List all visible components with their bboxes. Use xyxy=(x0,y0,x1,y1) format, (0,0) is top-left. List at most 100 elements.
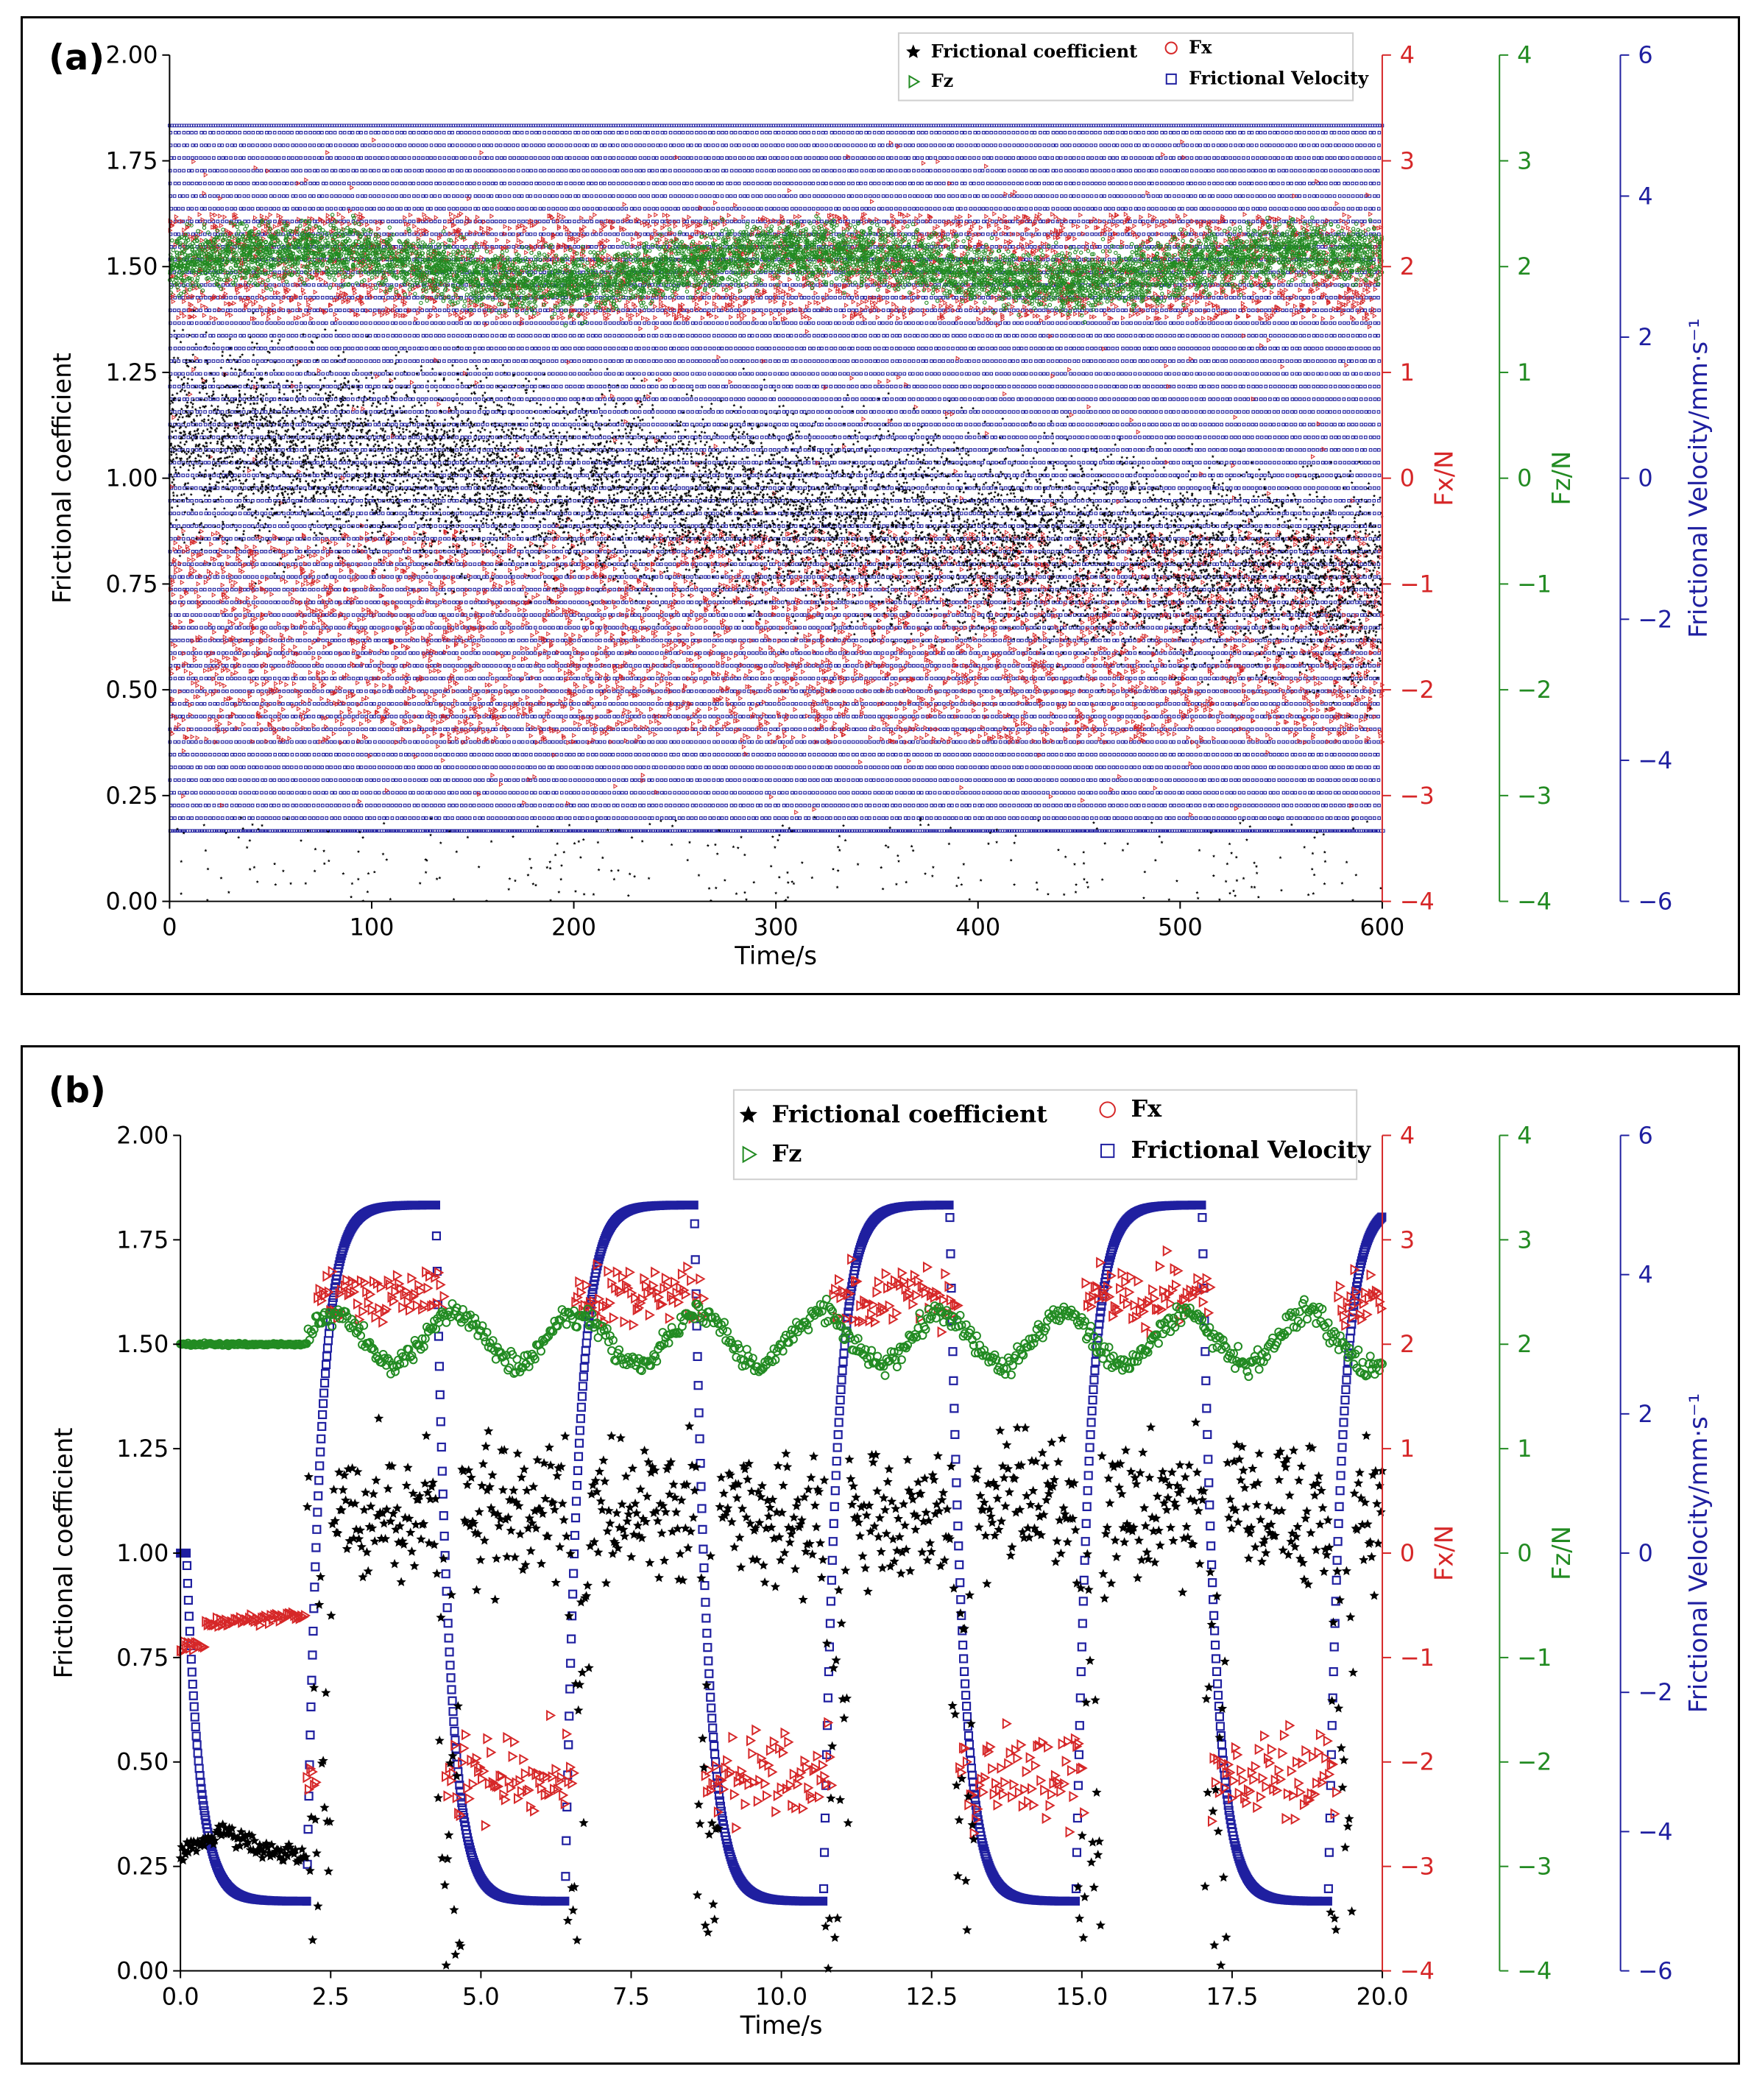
chart-b-panel-label: (b) xyxy=(49,1071,106,1111)
chart-a-vel-tick-label: −4 xyxy=(1638,746,1672,774)
chart-b-ylabel: Frictional coefficient xyxy=(49,1428,78,1679)
chart-b-xtick-label: 12.5 xyxy=(905,1982,958,2010)
chart-b-vel-tick-label: −2 xyxy=(1638,1678,1673,1706)
chart-b-ytick-label: 1.00 xyxy=(116,1539,169,1567)
chart-b-vel-tick-label: 4 xyxy=(1638,1261,1653,1289)
chart-b-fx-tick-label: −4 xyxy=(1400,1956,1435,1984)
chart-b-xtick-label: 7.5 xyxy=(612,1982,650,2010)
chart-a-ytick-label: 1.75 xyxy=(106,146,158,174)
chart-b-ytick-label: 0.25 xyxy=(116,1853,169,1881)
chart-b-fx-tick-label: −3 xyxy=(1400,1853,1435,1881)
chart-a-fx-label: Fx/N xyxy=(1429,450,1458,506)
chart-b-fx-tick-label: 4 xyxy=(1400,1121,1415,1149)
chart-a-legend: Frictional coefficient Fz Fx Frictional Vel… xyxy=(897,32,1369,102)
chart-b-fz-tick-label: −4 xyxy=(1517,1956,1552,1984)
chart-a-fz-tick-label: −2 xyxy=(1517,676,1552,704)
chart-a-fz-tick-label: 0 xyxy=(1517,464,1532,492)
chart-a-vel-tick-label: −2 xyxy=(1638,605,1672,633)
chart-b-vel-tick-label: −6 xyxy=(1638,1956,1673,1984)
chart-b-fz-label: Fz/N xyxy=(1547,1526,1576,1580)
chart-b-ytick-label: 1.25 xyxy=(116,1435,169,1463)
chart-a-xtick-label: 500 xyxy=(1158,913,1203,941)
chart-b-legend-label: Fx xyxy=(1131,1095,1163,1123)
chart-a-fx-tick-label: 1 xyxy=(1400,358,1415,386)
chart-a-fz-tick-label: −4 xyxy=(1517,888,1552,916)
chart-b-fz-tick-label: 1 xyxy=(1517,1435,1532,1463)
chart-a-series-velocity xyxy=(168,124,1385,833)
chart-a-vel-label: Frictional Velocity/mm·s⁻¹ xyxy=(1684,318,1713,637)
chart-b-fx-tick-label: 0 xyxy=(1400,1539,1415,1567)
chart-a-ytick-label: 1.50 xyxy=(106,252,158,280)
chart-b-vel-tick-label: −4 xyxy=(1638,1817,1673,1845)
chart-b-fx-tick-label: −1 xyxy=(1400,1644,1435,1672)
chart-b-legend-box xyxy=(732,1089,1358,1181)
chart-a-vel-tick-label: 6 xyxy=(1638,41,1652,69)
chart-a-fz-tick-label: 1 xyxy=(1517,358,1532,386)
chart-b-fz-tick-label: 4 xyxy=(1517,1121,1532,1149)
chart-a-fz-tick-label: −3 xyxy=(1517,782,1552,810)
chart-a-xtick-label: 600 xyxy=(1360,913,1405,941)
chart-a-fx-tick-label: −2 xyxy=(1400,676,1435,704)
chart-b-svg: (b)0.000.250.500.751.001.251.501.752.00F… xyxy=(49,1071,1713,2040)
chart-b-vel-tick-label: 6 xyxy=(1638,1121,1653,1149)
chart-a-fx-tick-label: 3 xyxy=(1400,146,1415,174)
chart-b-xtick-label: 2.5 xyxy=(312,1982,350,2010)
chart-a-fz-tick-label: 4 xyxy=(1517,41,1532,69)
chart-panel-a: (a) 0.00 0.25 0.50 0.75 1.00 1.25 1.50 1.75 2.00 F… xyxy=(21,16,1740,995)
chart-a-xtick-label: 300 xyxy=(754,913,799,941)
chart-b-xtick-label: 15.0 xyxy=(1055,1982,1108,2010)
chart-b-series-coefficient xyxy=(175,1413,1387,1973)
chart-b-xlabel: Time/s xyxy=(740,2011,823,2040)
chart-a-fx-tick-label: 0 xyxy=(1400,464,1415,492)
chart-b-ytick-label: 0.75 xyxy=(116,1644,169,1672)
chart-a-series-fx xyxy=(168,137,1385,818)
chart-b-fz-tick-label: −2 xyxy=(1517,1748,1552,1776)
chart-a-legend-marker xyxy=(1165,73,1177,85)
chart-a-fx-tick-label: 4 xyxy=(1400,41,1415,69)
chart-b-fx-tick-label: −2 xyxy=(1400,1748,1435,1776)
chart-b-fz-tick-label: 3 xyxy=(1517,1226,1532,1254)
chart-b-vel-label: Frictional Velocity/mm·s⁻¹ xyxy=(1684,1393,1713,1713)
chart-b-fx-tick-label: 2 xyxy=(1400,1330,1415,1358)
chart-a-xtick-label: 200 xyxy=(551,913,596,941)
chart-b-series-velocity xyxy=(176,1201,1387,1906)
chart-a-fx-tick-label: 2 xyxy=(1400,252,1415,280)
chart-a-xtick-label: 100 xyxy=(350,913,395,941)
chart-b-series-fz xyxy=(176,1295,1387,1382)
chart-b-ytick-label: 0.00 xyxy=(116,1956,169,1984)
chart-b-ytick-label: 1.50 xyxy=(116,1330,169,1358)
chart-b-legend-label: Fz xyxy=(772,1139,802,1167)
chart-b-legend: Frictional coefficient Fz Fx Frictional Vel… xyxy=(732,1089,1372,1181)
chart-b-vel-tick-label: 0 xyxy=(1638,1539,1653,1567)
chart-b-fz-tick-label: 2 xyxy=(1517,1330,1532,1358)
chart-a-ytick-label: 0.00 xyxy=(106,888,158,916)
chart-b-ytick-label: 1.75 xyxy=(116,1226,169,1254)
chart-a-fx-tick-label: −3 xyxy=(1400,782,1435,810)
chart-a-vel-tick-label: 4 xyxy=(1638,182,1652,210)
chart-b-vel-tick-label: 2 xyxy=(1638,1400,1653,1428)
chart-a-fz-tick-label: 3 xyxy=(1517,146,1532,174)
chart-b-legend-marker xyxy=(1099,1101,1116,1118)
chart-a-ytick-label: 0.75 xyxy=(106,570,158,598)
chart-a-ytick-label: 2.00 xyxy=(106,41,158,69)
chart-a-xtick-label: 400 xyxy=(955,913,1000,941)
chart-a-legend-marker xyxy=(908,74,921,89)
chart-b-xtick-label: 10.0 xyxy=(755,1982,807,2010)
chart-b-fx-tick-label: 3 xyxy=(1400,1226,1415,1254)
chart-b-legend-label: Frictional Velocity xyxy=(1131,1136,1372,1164)
chart-b-xtick-label: 5.0 xyxy=(462,1982,500,2010)
chart-a-fx-tick-label: −4 xyxy=(1400,888,1435,916)
chart-b-legend-label: Frictional coefficient xyxy=(772,1100,1048,1128)
chart-b-fz-tick-label: 0 xyxy=(1517,1539,1532,1567)
chart-a-legend-label: Fx xyxy=(1189,37,1212,57)
chart-a-legend-label: Frictional coefficient xyxy=(931,41,1137,62)
chart-b-fx-tick-label: 1 xyxy=(1400,1435,1415,1463)
chart-a-xtick-label: 0 xyxy=(162,913,177,941)
chart-a-legend-label: Fz xyxy=(931,71,954,91)
chart-b-fx-label: Fx/N xyxy=(1430,1525,1459,1581)
chart-panel-b: (b) 0.00 0.25 0.50 0.75 1.00 1.25 1.50 1.75 2.00 F… xyxy=(21,1045,1740,2065)
chart-b-xtick-label: 17.5 xyxy=(1206,1982,1258,2010)
chart-b-xtick-label: 20.0 xyxy=(1357,1982,1409,2010)
chart-a-series-coefficient xyxy=(168,309,1384,902)
chart-a-vel-tick-label: 0 xyxy=(1638,464,1652,492)
